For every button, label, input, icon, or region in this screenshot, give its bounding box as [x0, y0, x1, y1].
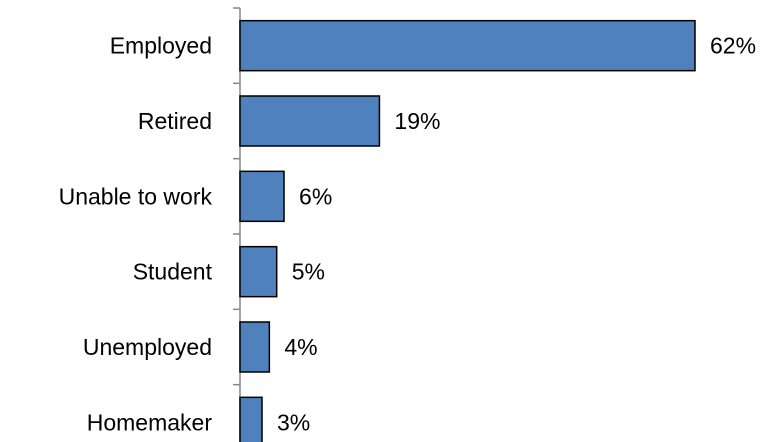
value-label: 4% — [284, 334, 317, 360]
value-label: 5% — [292, 259, 325, 285]
value-label: 3% — [277, 409, 310, 435]
bar-homemaker — [239, 396, 263, 442]
category-label: Homemaker — [87, 409, 213, 435]
category-label: Unable to work — [59, 183, 213, 209]
category-label: Employed — [110, 33, 212, 59]
category-label: Unemployed — [83, 334, 212, 360]
value-labels: 62% 19% 6% 5% 4% 3% — [277, 33, 756, 436]
bar-retired — [239, 95, 381, 147]
category-label: Retired — [138, 108, 212, 134]
bar-unemployed — [239, 321, 271, 373]
value-label: 6% — [299, 183, 332, 209]
bars-group — [239, 19, 696, 442]
value-label: 62% — [710, 33, 756, 59]
category-labels: Employed Retired Unable to work Student Unem… — [59, 33, 213, 436]
bar-unable-to-work — [239, 170, 285, 223]
bar-employed — [239, 19, 696, 72]
bar-student — [239, 245, 278, 298]
category-label: Student — [133, 259, 213, 285]
y-axis-ticks — [233, 7, 240, 386]
value-label: 19% — [394, 108, 440, 134]
